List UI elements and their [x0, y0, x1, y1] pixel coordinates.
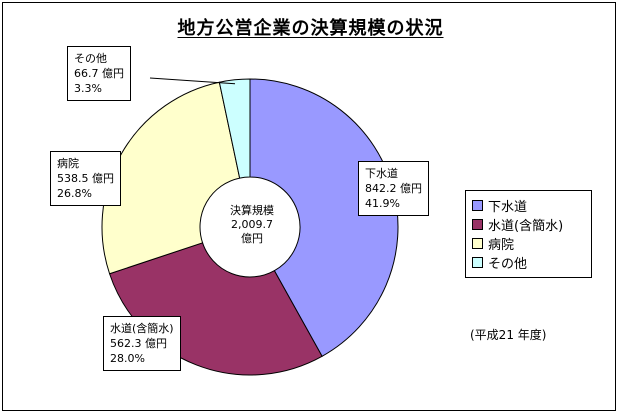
callout-other-value: 66.7 億円	[74, 67, 124, 80]
callout-hospital-percent: 26.8%	[57, 187, 92, 200]
center-label-total: 2,009.7	[231, 218, 273, 231]
legend-label-water: 水道(含簡水)	[488, 219, 564, 234]
donut-slice-sewer	[249, 78, 399, 357]
leader-line-other	[149, 77, 236, 85]
callout-hospital: 病院 538.5 億円 26.8%	[50, 151, 121, 206]
callout-sewer-percent: 41.9%	[365, 197, 400, 210]
callout-sewer-name: 下水道	[365, 167, 398, 180]
callout-water: 水道(含簡水) 562.3 億円 28.0%	[103, 316, 181, 371]
year-note: (平成21 年度)	[470, 328, 547, 342]
legend: 下水道 水道(含簡水) 病院 その他	[465, 190, 592, 278]
donut-slice-other	[218, 78, 251, 179]
center-label: 決算規模 2,009.7 億円	[210, 204, 294, 246]
callout-water-value: 562.3 億円	[110, 337, 167, 350]
legend-swatch-other	[472, 257, 483, 268]
callout-water-percent: 28.0%	[110, 352, 145, 365]
callout-other-percent: 3.3%	[74, 82, 102, 95]
chart-title: 地方公営企業の決算規模の状況	[177, 18, 444, 39]
callout-other-name: その他	[74, 52, 107, 65]
callout-other: その他 66.7 億円 3.3%	[67, 46, 131, 101]
legend-item-other: その他	[472, 253, 585, 272]
legend-item-water: 水道(含簡水)	[472, 215, 585, 234]
legend-item-sewer: 下水道	[472, 196, 585, 215]
callout-sewer: 下水道 842.2 億円 41.9%	[358, 161, 429, 216]
legend-swatch-water	[472, 219, 483, 230]
center-label-line-1: 決算規模	[230, 204, 274, 217]
legend-label-sewer: 下水道	[488, 200, 528, 215]
legend-label-other: その他	[488, 257, 528, 272]
callout-hospital-name: 病院	[57, 157, 79, 170]
callout-water-name: 水道(含簡水)	[110, 322, 174, 335]
legend-swatch-sewer	[472, 200, 483, 211]
donut-slice-hospital	[101, 81, 241, 275]
legend-item-hospital: 病院	[472, 234, 585, 253]
callout-hospital-value: 538.5 億円	[57, 172, 114, 185]
legend-swatch-hospital	[472, 238, 483, 249]
center-label-unit: 億円	[241, 232, 263, 245]
legend-label-hospital: 病院	[488, 238, 515, 253]
callout-sewer-value: 842.2 億円	[365, 182, 422, 195]
